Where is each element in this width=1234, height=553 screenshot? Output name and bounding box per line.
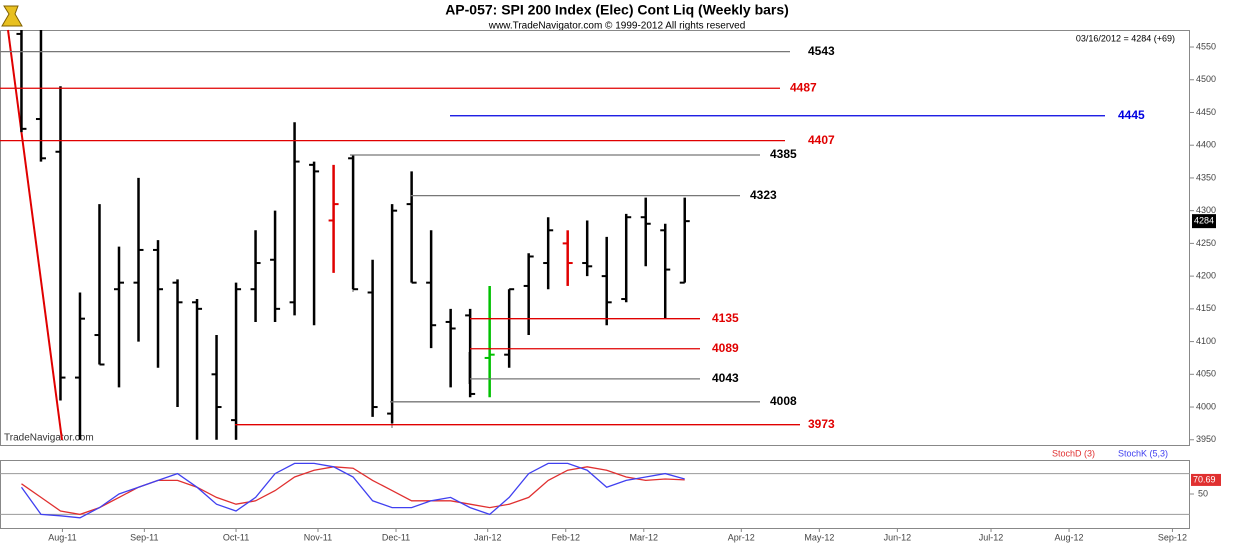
price-panel-frame — [0, 30, 1190, 446]
x-tick-label: Sep-11 — [130, 532, 158, 542]
x-tick-label: Oct-11 — [223, 532, 249, 542]
y-tick-label: 3950 — [1196, 434, 1216, 444]
y-tick-label: 4450 — [1196, 107, 1216, 117]
x-tick-label: Jun-12 — [884, 532, 912, 542]
x-tick-label: Mar-12 — [630, 532, 659, 542]
x-tick-label: Jul-12 — [979, 532, 1004, 542]
stoch-line — [20, 462, 685, 519]
level-label: 4043 — [712, 371, 739, 385]
legend-entry: StochD (3) — [1052, 448, 1095, 458]
y-tick-label: 4300 — [1196, 205, 1216, 215]
y-tick-label: 4200 — [1196, 270, 1216, 280]
x-tick-label: Dec-11 — [382, 532, 410, 542]
level-label: 4323 — [750, 188, 777, 202]
chart-subtitle: www.TradeNavigator.com © 1999-2012 All r… — [488, 21, 746, 32]
y-tick-label: 4350 — [1196, 172, 1216, 182]
y-tick-label: 4050 — [1196, 369, 1216, 379]
level-label: 4089 — [712, 341, 739, 355]
y-tick-label: 4000 — [1196, 401, 1216, 411]
level-label: 4487 — [790, 80, 817, 94]
x-tick-label: Aug-11 — [48, 532, 76, 542]
y-tick-label: 4500 — [1196, 74, 1216, 84]
stoch-tag: 70.69 — [1193, 474, 1216, 484]
x-tick-label: Jan-12 — [474, 532, 502, 542]
level-label: 4008 — [770, 394, 797, 408]
stoch-line — [21, 466, 685, 516]
chart-title: AP-057: SPI 200 Index (Elec) Cont Liq (W… — [445, 2, 789, 18]
y-tick-label: 4250 — [1196, 238, 1216, 248]
price-annotation: 03/16/2012 = 4284 (+69) — [1076, 33, 1175, 43]
x-tick-label: May-12 — [804, 532, 834, 542]
price-tag-box — [1192, 214, 1216, 229]
y-tick-label: 4550 — [1196, 41, 1216, 51]
level-label: 4543 — [808, 44, 835, 58]
level-label: 4135 — [712, 311, 739, 325]
price-plot — [16, 30, 690, 440]
level-label: 4445 — [1118, 108, 1145, 122]
level-label: 4407 — [808, 133, 835, 147]
x-tick-label: Aug-12 — [1055, 532, 1084, 542]
stoch-panel-frame — [0, 460, 1190, 529]
x-tick-label: Feb-12 — [551, 532, 580, 542]
watermark: TradeNavigator.com — [4, 433, 94, 444]
price-tag: 4284 — [1194, 216, 1214, 226]
trend-line — [7, 29, 63, 441]
x-tick-label: Nov-11 — [304, 532, 332, 542]
y-tick-label: 4400 — [1196, 140, 1216, 150]
y-tick-label: 50 — [1198, 488, 1208, 498]
y-tick-label: 4100 — [1196, 336, 1216, 346]
x-tick-label: Sep-12 — [1158, 532, 1187, 542]
legend-entry: StochK (5,3) — [1118, 448, 1168, 458]
y-tick-label: 4150 — [1196, 303, 1216, 313]
logo — [1, 5, 23, 27]
stoch-tag-box — [1191, 473, 1221, 486]
x-tick-label: Apr-12 — [728, 532, 755, 542]
level-label: 3973 — [808, 417, 835, 431]
level-label: 4385 — [770, 147, 797, 161]
